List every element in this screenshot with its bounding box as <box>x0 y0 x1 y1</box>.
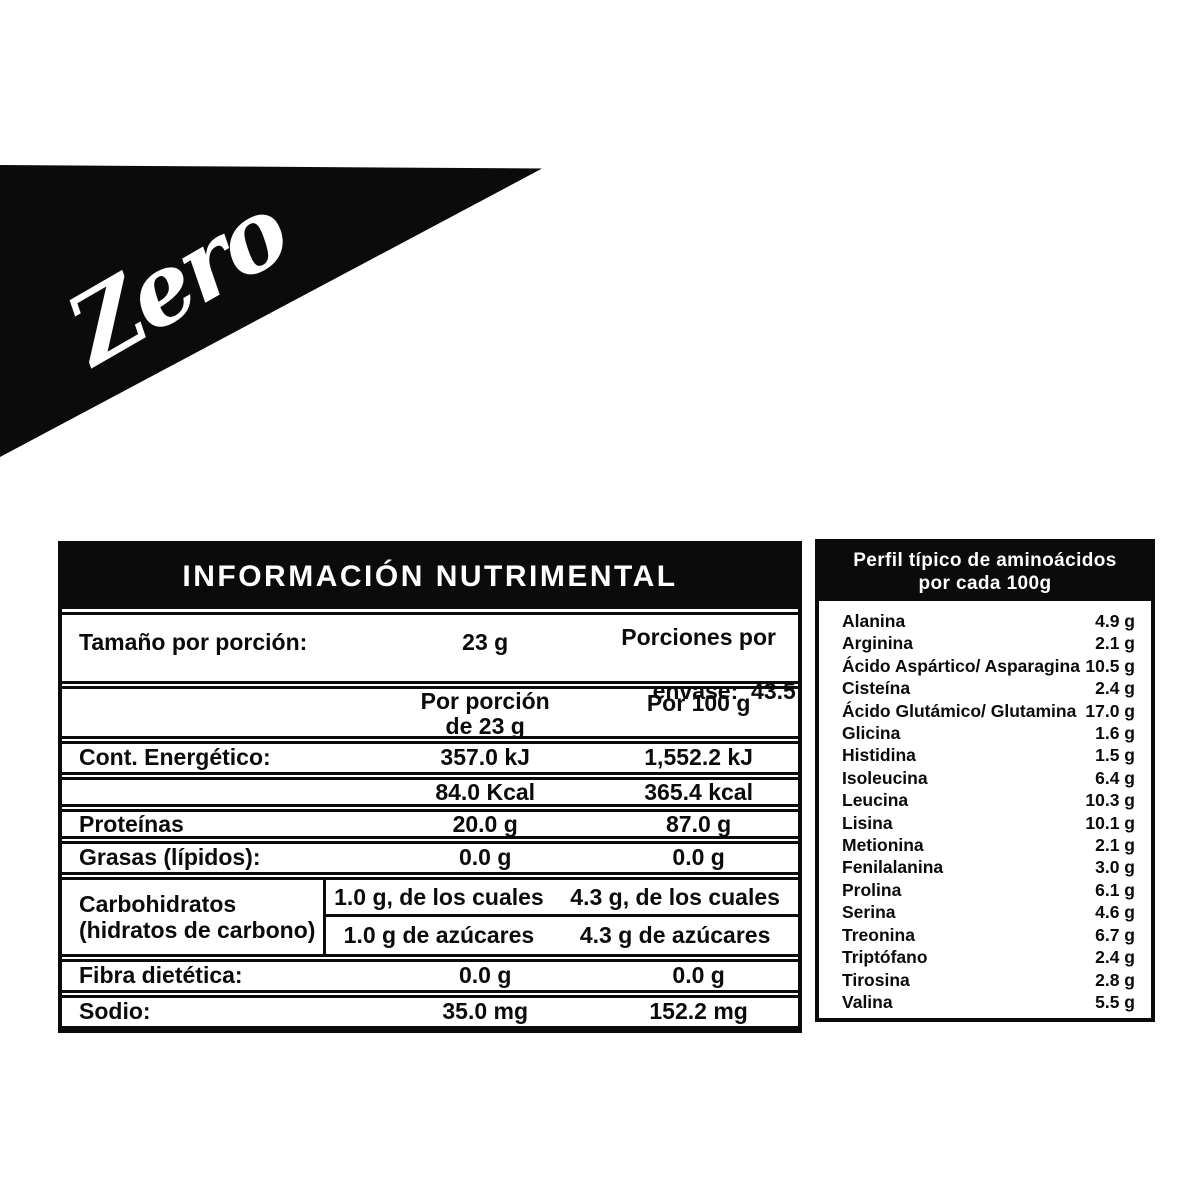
amino-row: Ácido Glutámico/ Glutamina 17.0 g <box>842 700 1135 722</box>
amino-value: 10.1 g <box>1085 812 1135 833</box>
amino-row: Alanina 4.9 g <box>842 610 1135 632</box>
per-100g-header: Por 100 g <box>646 690 751 716</box>
amino-value: 2.4 g <box>1095 947 1135 968</box>
nutrition-facts-table: INFORMACIÓN NUTRIMENTAL Tamaño por porci… <box>58 541 802 1033</box>
amino-value: 2.1 g <box>1095 835 1135 856</box>
energy-kj-row: Cont. Energético: 357.0 kJ 1,552.2 kJ <box>62 741 798 775</box>
amino-value: 10.3 g <box>1085 790 1135 811</box>
amino-name: Serina <box>842 902 896 923</box>
amino-value: 1.5 g <box>1095 745 1135 766</box>
amino-row: Isoleucina 6.4 g <box>842 767 1135 789</box>
amino-name: Triptófano <box>842 947 928 968</box>
nutrition-rows: Tamaño por porción: 23 g Porciones por e… <box>62 609 798 1029</box>
energy-kcal-row: 84.0 Kcal 365.4 kcal <box>62 777 798 807</box>
energy-label: Cont. Energético: <box>79 744 271 771</box>
amino-row: Fenilalanina 3.0 g <box>842 856 1135 878</box>
carbohydrates-row: Carbohidratos (hidratos de carbono) 1.0 … <box>62 877 798 957</box>
carbs-of-which-row: 1.0 g, de los cuales 4.3 g, de los cuale… <box>325 880 798 917</box>
serving-size-row: Tamaño por porción: 23 g Porciones por e… <box>62 612 798 704</box>
amino-row: Ácido Aspártico/ Asparagina 10.5 g <box>842 655 1135 677</box>
carbs-sugars-row: 1.0 g de azúcares 4.3 g de azúcares <box>343 922 771 948</box>
amino-name: Cisteína <box>842 678 911 699</box>
amino-value: 6.1 g <box>1095 879 1135 900</box>
amino-rows: Alanina 4.9 g Arginina 2.1 g Ácido Aspár… <box>819 601 1151 1013</box>
amino-name: Alanina <box>842 611 906 631</box>
sodium-row: Sodio: 35.0 mg 152.2 mg <box>62 995 798 1029</box>
amino-name: Ácido Aspártico/ Asparagina <box>842 655 1080 676</box>
amino-value: 2.8 g <box>1095 969 1135 990</box>
column-headers-row: Por porción de 23 g Por 100 g <box>62 686 798 739</box>
amino-name: Prolina <box>842 879 902 900</box>
sodium-label: Sodio: <box>79 998 151 1025</box>
amino-name: Isoleucina <box>842 767 928 788</box>
fiber-row: Fibra dietética: 0.0 g 0.0 g <box>62 959 798 993</box>
amino-value: 4.6 g <box>1095 902 1135 923</box>
fat-label: Grasas (lípidos): <box>79 844 261 871</box>
amino-row: Valina 5.5 g <box>842 991 1135 1013</box>
amino-row: Tirosina 2.8 g <box>842 969 1135 991</box>
protein-row: Proteínas 20.0 g 87.0 g <box>62 809 798 839</box>
amino-name: Histidina <box>842 745 916 766</box>
amino-value: 6.7 g <box>1095 924 1135 945</box>
amino-value: 10.5 g <box>1085 655 1135 676</box>
amino-row: Triptófano 2.4 g <box>842 946 1135 968</box>
amino-value: 4.9 g <box>1095 611 1135 631</box>
amino-row: Leucina 10.3 g <box>842 789 1135 811</box>
amino-name: Tirosina <box>842 969 910 990</box>
amino-name: Leucina <box>842 790 909 811</box>
amino-name: Lisina <box>842 812 893 833</box>
amino-name: Fenilalanina <box>842 857 944 878</box>
amino-value: 6.4 g <box>1095 767 1135 788</box>
carbohydrates-label: Carbohidratos (hidratos de carbono) <box>79 891 316 943</box>
serving-size-value: 23 g <box>462 629 509 655</box>
amino-acid-table: Perfil típico de aminoácidos por cada 10… <box>815 539 1155 1022</box>
amino-table-title: Perfil típico de aminoácidos por cada 10… <box>819 543 1151 601</box>
amino-name: Treonina <box>842 924 915 945</box>
amino-row: Treonina 6.7 g <box>842 924 1135 946</box>
amino-value: 5.5 g <box>1095 991 1135 1012</box>
servings-per-container: Porciones por envase: 43.5 <box>621 624 796 704</box>
amino-row: Serina 4.6 g <box>842 901 1135 923</box>
amino-row: Arginina 2.1 g <box>842 632 1135 654</box>
amino-name: Metionina <box>842 835 924 856</box>
amino-row: Cisteína 2.4 g <box>842 677 1135 699</box>
amino-value: 3.0 g <box>1095 857 1135 878</box>
amino-row: Glicina 1.6 g <box>842 722 1135 744</box>
amino-name: Ácido Glutámico/ Glutamina <box>842 700 1077 721</box>
amino-value: 17.0 g <box>1085 700 1135 721</box>
nutrition-table-title: INFORMACIÓN NUTRIMENTAL <box>62 545 798 609</box>
amino-row: Lisina 10.1 g <box>842 812 1135 834</box>
amino-value: 1.6 g <box>1095 723 1135 744</box>
amino-name: Valina <box>842 991 893 1012</box>
protein-label: Proteínas <box>79 811 184 837</box>
amino-name: Glicina <box>842 723 901 744</box>
amino-row: Prolina 6.1 g <box>842 879 1135 901</box>
amino-row: Histidina 1.5 g <box>842 744 1135 766</box>
amino-value: 2.1 g <box>1095 633 1135 654</box>
amino-value: 2.4 g <box>1095 678 1135 699</box>
per-serving-header: Por porción de 23 g <box>420 688 550 739</box>
fiber-label: Fibra dietética: <box>79 962 243 989</box>
fat-row: Grasas (lípidos): 0.0 g 0.0 g <box>62 841 798 875</box>
amino-row: Metionina 2.1 g <box>842 834 1135 856</box>
serving-size-label: Tamaño por porción: <box>79 629 308 655</box>
amino-name: Arginina <box>842 633 913 654</box>
